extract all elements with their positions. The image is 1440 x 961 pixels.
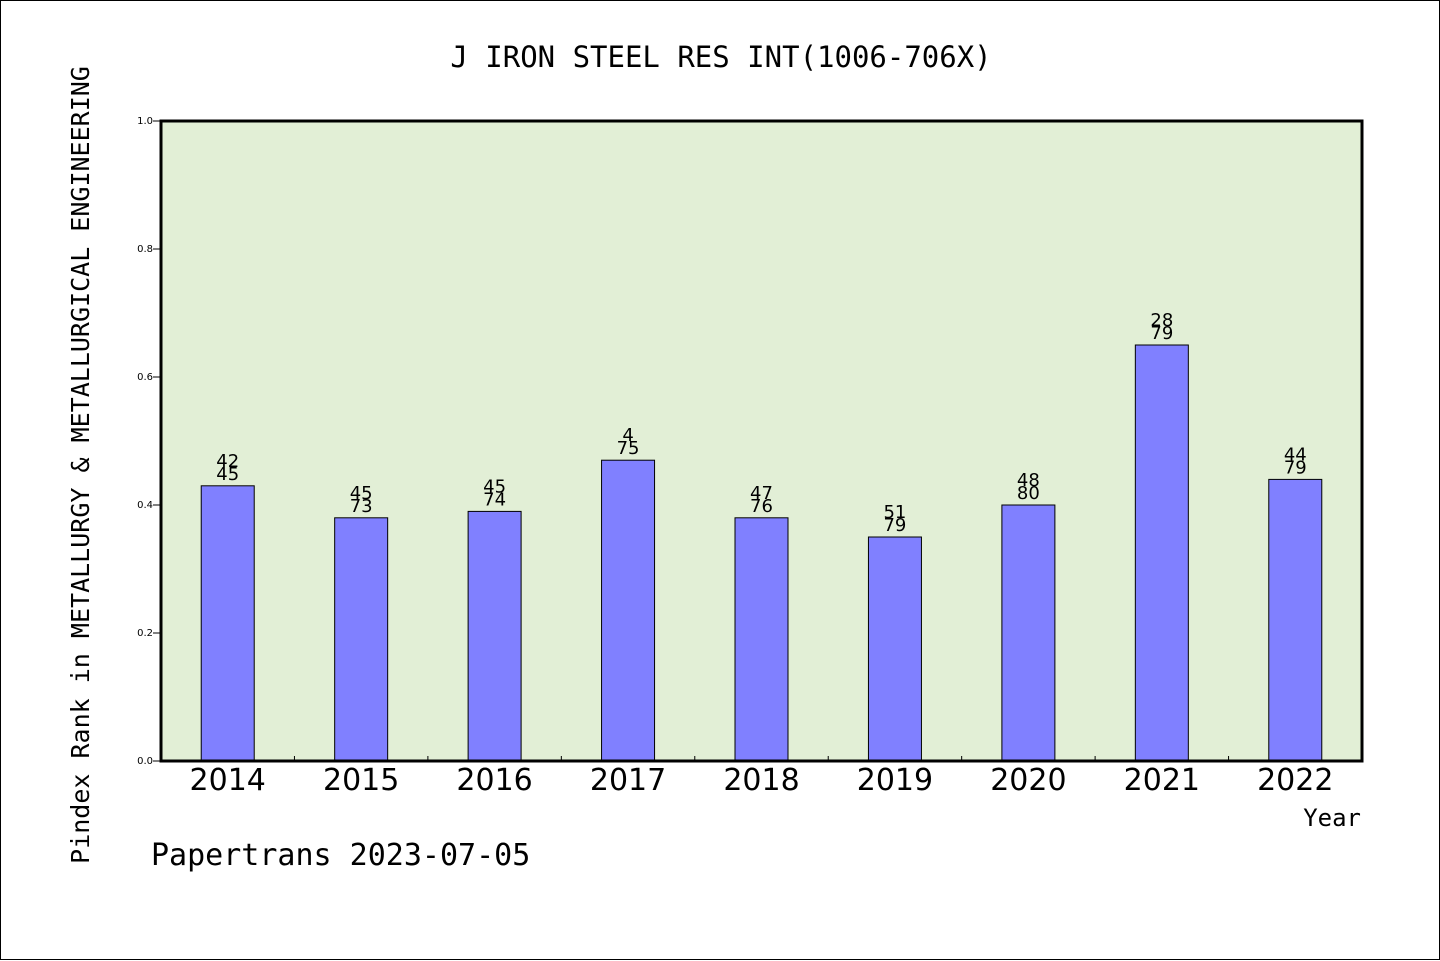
bar-total-label-2021: 79 <box>1150 323 1173 344</box>
bar-total-label-2018: 76 <box>750 496 773 517</box>
x-axis-label: Year <box>1303 804 1361 832</box>
bar-total-label-2020: 80 <box>1017 483 1040 504</box>
bar-rank-label-2018: 47 <box>750 483 773 504</box>
bar-rank-label-2014: 42 <box>216 451 239 472</box>
x-tick-label-2016: 2016 <box>456 763 532 798</box>
bar-rank-label-2021: 28 <box>1150 310 1173 331</box>
bar-2018 <box>734 517 789 762</box>
bar-rank-label-2022: 44 <box>1284 444 1307 465</box>
x-tick-label-2019: 2019 <box>857 763 933 798</box>
bar-total-label-2019: 79 <box>883 515 906 536</box>
chart-title: J IRON STEEL RES INT(1006-706X) <box>450 40 991 74</box>
bar-2019 <box>867 536 922 762</box>
bar-2014 <box>200 485 255 762</box>
bar-rank-label-2016: 45 <box>483 476 506 497</box>
y-axis: 0.0 0.2 0.4 0.6 0.8 1.0 <box>137 116 161 767</box>
x-tick-label-2021: 2021 <box>1124 763 1200 798</box>
y-tick-label: 0.4 <box>137 500 153 511</box>
bar-2020 <box>1001 504 1056 762</box>
x-tick-label-2018: 2018 <box>723 763 799 798</box>
y-tick-label: 0.2 <box>137 628 153 639</box>
x-tick-label-2015: 2015 <box>323 763 399 798</box>
bar-2021 <box>1134 344 1189 762</box>
bar-2022 <box>1268 478 1323 762</box>
bar-total-label-2022: 79 <box>1284 457 1307 478</box>
y-tick-label: 0.0 <box>137 756 153 767</box>
bars <box>200 344 1323 762</box>
x-tick-label-2017: 2017 <box>590 763 666 798</box>
bar-total-label-2015: 73 <box>350 496 373 517</box>
plot-border <box>159 119 1364 763</box>
bar-total-label-2016: 74 <box>483 489 506 510</box>
y-tick-label: 1.0 <box>137 116 153 127</box>
bar-total-label-2017: 75 <box>617 438 640 459</box>
y-axis-label: Pindex Rank in METALLURGY & METALLURGICA… <box>66 66 95 864</box>
footer-credit: Papertrans 2023-07-05 <box>151 838 530 873</box>
bar-2017 <box>601 459 656 762</box>
y-tick-label: 0.6 <box>137 372 153 383</box>
bar-2016 <box>467 510 522 762</box>
x-tick-labels: 2014 2015 2016 2017 2018 2019 2020 2021 2022 <box>190 763 1334 798</box>
x-tick-label-2014: 2014 <box>190 763 266 798</box>
bar-rank-label-2020: 48 <box>1017 470 1040 491</box>
bar-2015 <box>334 517 389 762</box>
bar-rank-label-2019: 51 <box>883 502 906 523</box>
x-tick-label-2020: 2020 <box>990 763 1066 798</box>
y-tick-label: 0.8 <box>137 244 153 255</box>
x-tick-label-2022: 2022 <box>1257 763 1333 798</box>
bar-rank-label-2015: 45 <box>350 483 373 504</box>
bar-rank-label-2017: 4 <box>622 425 633 446</box>
bar-total-label-2014: 45 <box>216 464 239 485</box>
